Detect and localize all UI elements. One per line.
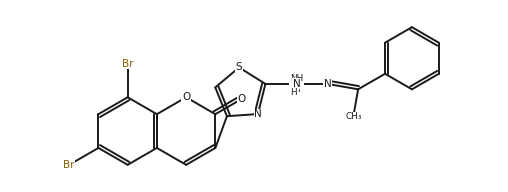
- Text: H: H: [290, 88, 297, 97]
- Text: N: N: [254, 109, 262, 119]
- Text: Br: Br: [122, 59, 134, 69]
- Text: N: N: [293, 79, 300, 89]
- Text: O: O: [182, 92, 190, 102]
- Text: NH
H: NH H: [290, 74, 303, 94]
- Text: O: O: [238, 94, 246, 104]
- Text: S: S: [236, 62, 242, 72]
- Text: CH₃: CH₃: [346, 112, 362, 121]
- Text: N: N: [324, 79, 331, 89]
- Text: Br: Br: [64, 160, 75, 170]
